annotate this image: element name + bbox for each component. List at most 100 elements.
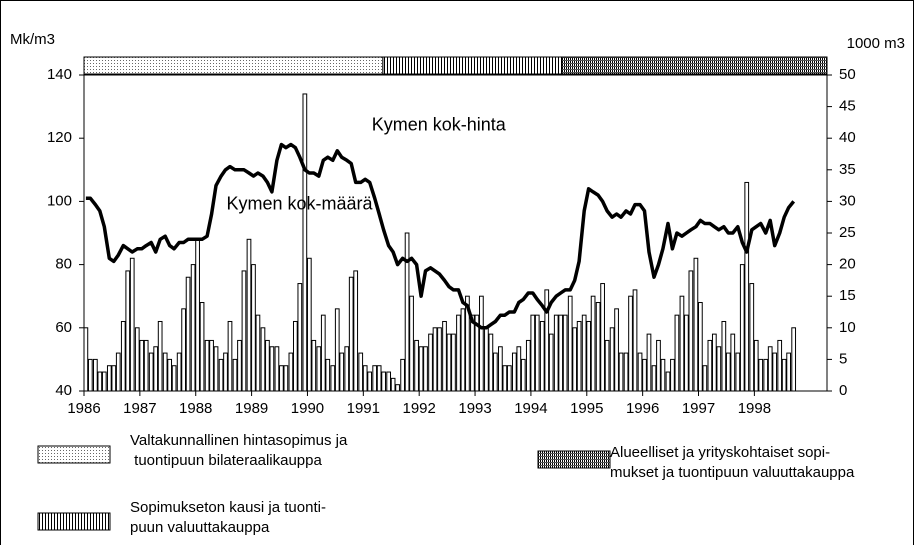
bar bbox=[316, 346, 322, 392]
y2-tick-label: 30 bbox=[839, 192, 856, 209]
bar bbox=[600, 283, 605, 392]
bar bbox=[670, 358, 675, 392]
bar bbox=[688, 270, 694, 392]
bar bbox=[302, 93, 308, 392]
bar bbox=[111, 365, 117, 392]
bar bbox=[330, 365, 336, 392]
bar bbox=[297, 283, 303, 392]
bar bbox=[414, 339, 419, 392]
bar bbox=[730, 333, 736, 392]
bar bbox=[637, 352, 643, 392]
bar bbox=[488, 333, 494, 392]
price-line bbox=[85, 142, 796, 330]
y-tick-label: 60 bbox=[55, 319, 72, 336]
bar bbox=[292, 320, 298, 392]
bar bbox=[423, 346, 428, 392]
bar bbox=[190, 264, 196, 392]
bar bbox=[572, 327, 578, 392]
y-axis-label: Mk/m3 bbox=[10, 31, 55, 48]
bar bbox=[567, 295, 573, 392]
bar bbox=[548, 333, 554, 392]
bar bbox=[516, 346, 522, 392]
bar bbox=[446, 333, 452, 392]
period-band bbox=[382, 56, 563, 75]
legend-label: tuontipuun bilateraalikauppa bbox=[130, 452, 322, 469]
bar bbox=[162, 352, 168, 392]
bar bbox=[241, 270, 247, 392]
x-tick-label: 1989 bbox=[235, 400, 268, 417]
bar bbox=[576, 320, 582, 392]
bar bbox=[372, 365, 378, 392]
bar bbox=[735, 352, 741, 392]
bar bbox=[432, 327, 438, 392]
y2-tick-label: 20 bbox=[839, 256, 856, 273]
bar bbox=[590, 295, 596, 392]
bar bbox=[539, 320, 545, 392]
legend-swatch bbox=[37, 512, 111, 531]
bar bbox=[353, 270, 359, 392]
bar bbox=[265, 339, 270, 392]
bar bbox=[246, 238, 252, 392]
bar bbox=[534, 314, 540, 392]
bar bbox=[502, 365, 508, 392]
x-tick-label: 1987 bbox=[123, 400, 156, 417]
bar bbox=[97, 371, 103, 392]
bar bbox=[665, 371, 671, 392]
bar bbox=[223, 352, 228, 392]
bar bbox=[344, 346, 350, 392]
bar bbox=[348, 276, 354, 392]
bar bbox=[520, 358, 526, 392]
bar bbox=[739, 264, 745, 392]
bar bbox=[511, 352, 517, 392]
bar bbox=[498, 346, 503, 392]
bar bbox=[693, 257, 699, 392]
bar bbox=[744, 181, 750, 392]
bar bbox=[255, 314, 261, 392]
bar bbox=[395, 384, 400, 392]
y2-tick-label: 25 bbox=[839, 224, 856, 241]
bar bbox=[758, 358, 764, 392]
bar bbox=[525, 339, 531, 392]
x-tick-label: 1998 bbox=[738, 400, 771, 417]
bar bbox=[474, 314, 480, 392]
bar bbox=[251, 264, 256, 392]
bar bbox=[260, 327, 266, 392]
bar bbox=[506, 365, 512, 392]
bar bbox=[376, 365, 382, 392]
bar bbox=[725, 352, 731, 392]
bar bbox=[749, 283, 755, 392]
bar bbox=[227, 320, 233, 392]
bar bbox=[646, 333, 652, 392]
bar bbox=[716, 346, 722, 392]
bar bbox=[283, 365, 289, 392]
bar bbox=[195, 238, 200, 392]
bar bbox=[129, 257, 135, 392]
bar bbox=[721, 320, 727, 392]
bar bbox=[614, 308, 619, 392]
bar bbox=[83, 327, 89, 392]
x-tick-label: 1993 bbox=[458, 400, 491, 417]
bar bbox=[320, 314, 326, 392]
bar bbox=[367, 371, 373, 392]
bar bbox=[204, 339, 210, 392]
bar bbox=[386, 371, 392, 392]
bar bbox=[581, 314, 587, 392]
bar bbox=[381, 371, 386, 392]
x-tick-label: 1992 bbox=[403, 400, 436, 417]
bar bbox=[153, 346, 159, 392]
bar bbox=[418, 346, 424, 392]
bar bbox=[484, 327, 489, 392]
legend-label: Alueelliset ja yrityskohtaiset sopi- bbox=[610, 444, 830, 461]
bar bbox=[157, 320, 163, 392]
bar bbox=[786, 352, 792, 392]
bar bbox=[339, 352, 345, 392]
bar bbox=[148, 352, 154, 392]
bar bbox=[642, 358, 647, 392]
y2-tick-label: 40 bbox=[839, 129, 856, 146]
annotation: Kymen kok-hinta bbox=[372, 114, 507, 134]
legend-label: puun valuuttakauppa bbox=[130, 519, 270, 536]
bar bbox=[185, 276, 191, 392]
x-tick-label: 1997 bbox=[682, 400, 715, 417]
y2-tick-label: 10 bbox=[839, 319, 856, 336]
